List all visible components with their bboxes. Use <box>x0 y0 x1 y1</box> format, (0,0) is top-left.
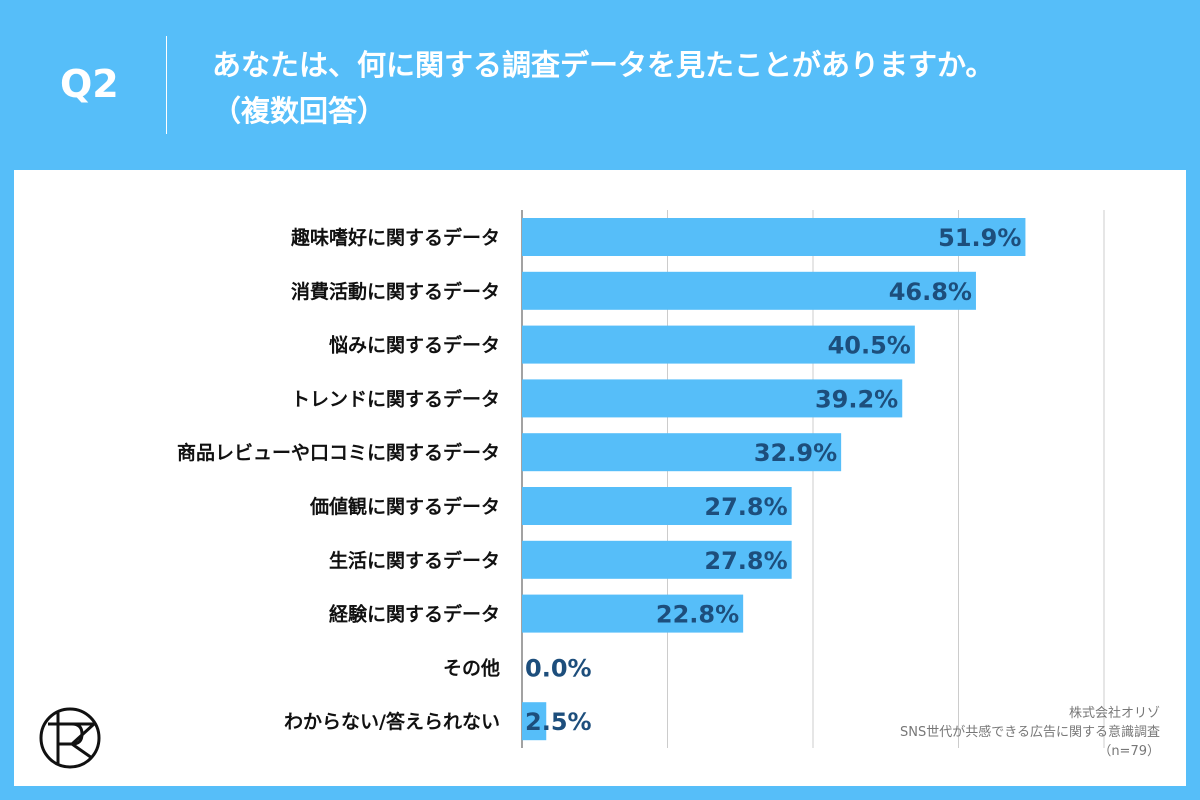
value-label: 0.0% <box>525 654 592 682</box>
bar <box>522 540 792 579</box>
title-line-2: （複数回答） <box>212 94 387 128</box>
source-company: 株式会社オリゾ <box>1068 706 1160 721</box>
category-label: 悩みに関するデータ <box>329 334 500 357</box>
value-label: 2.5% <box>525 708 592 736</box>
value-label: 39.2% <box>815 385 898 413</box>
category-label: 生活に関するデータ <box>329 549 500 572</box>
bar <box>522 702 547 741</box>
value-label: 46.8% <box>889 278 972 306</box>
page-title: あなたは、何に関する調査データを見たことがありますか。 （複数回答） <box>212 42 994 134</box>
bar <box>522 271 976 310</box>
category-label: 消費活動に関するデータ <box>291 280 500 303</box>
bar <box>522 487 792 525</box>
category-label: 商品レビューや口コミに関するデータ <box>177 441 500 464</box>
bar <box>522 325 915 364</box>
header-divider <box>166 36 167 134</box>
value-label: 51.9% <box>938 224 1021 252</box>
value-label: 40.5% <box>828 332 911 360</box>
value-label: 27.8% <box>704 493 787 521</box>
title-line-1: あなたは、何に関する調査データを見たことがありますか。 <box>212 48 995 82</box>
bar <box>522 433 842 472</box>
value-label: 32.9% <box>754 439 837 467</box>
source-sample: （n=79） <box>1098 744 1160 759</box>
category-label: 価値観に関するデータ <box>309 495 500 518</box>
bar <box>522 218 1026 256</box>
bar <box>522 594 744 633</box>
source-survey: SNS世代が共感できる広告に関する意識調査 <box>900 725 1160 740</box>
value-label: 27.8% <box>704 547 787 575</box>
bar <box>522 379 903 418</box>
category-label: わからない/答えられない <box>284 710 500 733</box>
category-label: 趣味嗜好に関するデータ <box>290 226 500 249</box>
source-note: 株式会社オリゾ SNS世代が共感できる広告に関する意識調査 （n=79） <box>900 704 1160 761</box>
category-label: トレンドに関するデータ <box>291 387 500 410</box>
value-label: 22.8% <box>656 601 739 629</box>
category-label: 経験に関するデータ <box>329 603 500 626</box>
question-number: Q2 <box>60 62 119 106</box>
category-label: その他 <box>443 656 500 679</box>
company-logo <box>39 707 101 769</box>
